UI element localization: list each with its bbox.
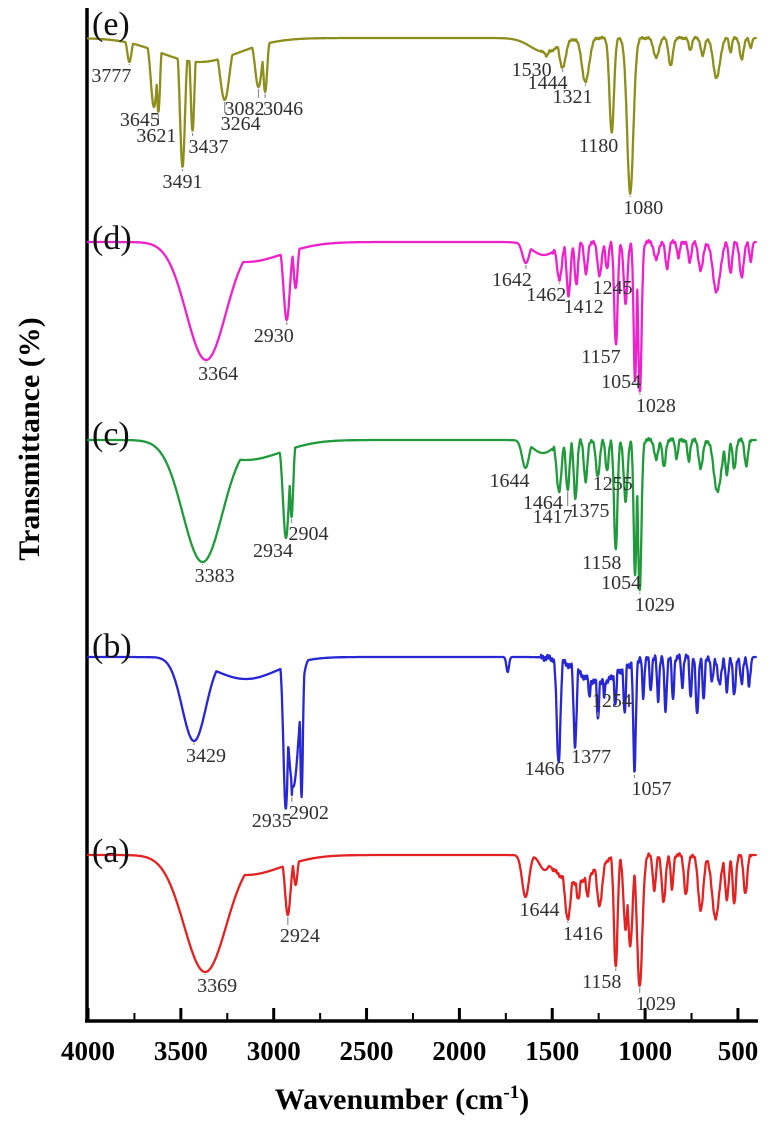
peak-label-b-2902: 2902	[288, 802, 329, 824]
y-axis-title: Transmittance (%)	[13, 317, 47, 561]
peak-label-e-1444: 1444	[527, 72, 568, 94]
peak-label-e-1530: 1530	[511, 59, 552, 81]
spectrum-curve-b	[86, 653, 757, 810]
series-label-d: (d)	[92, 220, 132, 257]
peak-label-c-2904: 2904	[288, 523, 329, 545]
spectrum-curve-d	[86, 239, 757, 393]
x-axis-title-text: Wavenumber (cm	[274, 1083, 504, 1116]
peak-label-c-3383: 3383	[194, 565, 235, 587]
peak-label-b-1377: 1377	[571, 746, 612, 768]
y-axis-title-text: Transmittance (%)	[13, 317, 46, 561]
x-tick-label-1500: 1500	[525, 1036, 580, 1066]
peak-label-d-1462: 1462	[526, 284, 567, 306]
x-axis-title-superscript: -1	[503, 1082, 520, 1103]
peak-label-c-1158: 1158	[582, 552, 622, 574]
x-axis-title-close: )	[519, 1083, 530, 1116]
peak-label-a-1644: 1644	[519, 899, 560, 921]
spectrum-curve-e	[86, 35, 757, 195]
x-tick-label-4000: 4000	[61, 1036, 115, 1066]
x-tick-label-2000: 2000	[432, 1036, 487, 1066]
peak-label-e-3264: 3264	[220, 113, 261, 135]
series-label-a: (a)	[92, 833, 130, 870]
peak-label-a-1029: 1029	[635, 993, 676, 1015]
peak-label-c-1417: 1417	[532, 506, 573, 528]
peak-label-d-1412: 1412	[563, 296, 604, 318]
peak-label-c-2934: 2934	[252, 540, 293, 562]
peak-label-e-3777: 3777	[91, 65, 132, 87]
peak-label-a-1158: 1158	[582, 971, 622, 993]
x-tick-label-3500: 3500	[153, 1036, 208, 1066]
peak-label-e-3082: 3082	[224, 98, 265, 120]
peak-label-a-1416: 1416	[562, 923, 603, 945]
peak-label-e-1080: 1080	[623, 197, 664, 219]
peak-label-c-1644: 1644	[489, 470, 530, 492]
peak-label-c-1054: 1054	[601, 572, 642, 594]
peak-label-e-3437: 3437	[188, 136, 229, 158]
spectrum-curve-c	[86, 437, 757, 592]
peak-label-e-1321: 1321	[552, 86, 593, 108]
x-tick-label-500: 500	[717, 1036, 759, 1066]
peak-label-e-3645: 3645	[119, 109, 160, 131]
spectrum-curve-a	[86, 852, 757, 987]
x-axis-title: Wavenumber (cm-1)	[275, 1082, 529, 1117]
peak-label-a-2924: 2924	[279, 925, 320, 947]
peak-label-d-1157: 1157	[581, 346, 621, 368]
peak-label-c-1464: 1464	[522, 492, 563, 514]
series-label-b: (b)	[92, 628, 132, 665]
x-tick-label-2500: 2500	[339, 1036, 394, 1066]
peak-label-d-1642: 1642	[491, 269, 532, 291]
peak-label-b-1057: 1057	[631, 778, 672, 800]
peak-label-e-3046: 3046	[263, 98, 304, 120]
peak-label-a-3369: 3369	[197, 975, 238, 997]
peak-label-e-1180: 1180	[579, 135, 619, 157]
peak-label-b-3429: 3429	[186, 745, 227, 767]
series-label-e: (e)	[92, 6, 130, 43]
peak-label-c-1375: 1375	[569, 500, 610, 522]
peak-label-b-2935: 2935	[251, 810, 292, 832]
peak-label-d-3364: 3364	[198, 363, 239, 385]
x-tick-label-1000: 1000	[618, 1036, 673, 1066]
peak-label-d-1054: 1054	[601, 371, 642, 393]
series-label-c: (c)	[92, 416, 130, 453]
peak-label-b-1466: 1466	[524, 758, 565, 780]
peak-label-d-2930: 2930	[253, 325, 294, 347]
peak-label-c-1255: 1255	[592, 473, 633, 495]
peak-label-d-1245: 1245	[592, 277, 633, 299]
peak-label-e-3491: 3491	[162, 171, 203, 193]
peak-label-c-1029: 1029	[634, 594, 675, 616]
peak-label-b-1254: 1254	[591, 690, 632, 712]
x-tick-label-3000: 3000	[246, 1036, 301, 1066]
peak-label-e-3621: 3621	[136, 125, 177, 147]
peak-label-d-1028: 1028	[635, 395, 676, 417]
